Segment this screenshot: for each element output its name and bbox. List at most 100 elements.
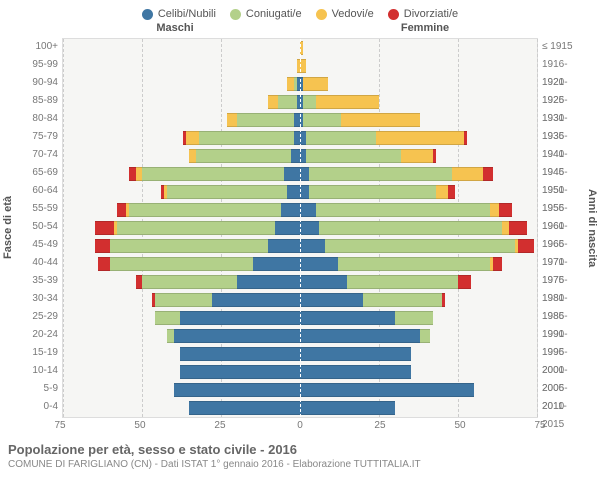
bar-segment — [300, 257, 338, 271]
year-label: 1956-1960 — [538, 200, 582, 218]
bar-segment — [303, 95, 316, 109]
footer: Popolazione per età, sesso e stato civil… — [0, 436, 600, 470]
bar-segment — [174, 329, 300, 343]
legend-item: Divorziati/e — [388, 8, 458, 20]
age-label: 80-84 — [18, 110, 62, 128]
y-axis-label-left: Fasce di età — [2, 38, 18, 418]
year-label: 1961-1965 — [538, 218, 582, 236]
x-tick: 25 — [374, 420, 385, 431]
bar-segment — [483, 167, 492, 181]
bar-segment — [117, 203, 126, 217]
bar-segment — [268, 95, 277, 109]
bar-segment — [518, 239, 534, 253]
age-label: 65-69 — [18, 164, 62, 182]
legend-label: Celibi/Nubili — [158, 8, 216, 20]
x-tick: 50 — [134, 420, 145, 431]
bar-segment — [300, 383, 474, 397]
age-label: 40-44 — [18, 254, 62, 272]
bar-segment — [341, 113, 420, 127]
year-label: 1941-1945 — [538, 146, 582, 164]
age-label: 10-14 — [18, 362, 62, 380]
bar-segment — [300, 347, 411, 361]
bar-segment — [142, 275, 237, 289]
age-label: 55-59 — [18, 200, 62, 218]
bar-segment — [180, 365, 300, 379]
bar-segment — [300, 329, 420, 343]
bar-segment — [395, 311, 433, 325]
legend: Celibi/Nubili Coniugati/e Vedovi/e Divorzia… — [0, 0, 600, 22]
year-label: 1951-1955 — [538, 182, 582, 200]
bar-segment — [268, 239, 300, 253]
age-label: 35-39 — [18, 272, 62, 290]
age-label: 60-64 — [18, 182, 62, 200]
x-tick: 75 — [534, 420, 545, 431]
bar-segment — [196, 149, 291, 163]
bar-segment — [303, 77, 328, 91]
bar-segment — [199, 131, 294, 145]
bar-segment — [237, 275, 300, 289]
bar-segment — [452, 167, 484, 181]
legend-swatch — [142, 9, 153, 20]
bar-segment — [325, 239, 515, 253]
chart-title: Popolazione per età, sesso e stato civil… — [8, 442, 592, 457]
bar-segment — [167, 185, 287, 199]
bar-segment — [237, 113, 294, 127]
bar-segment — [309, 185, 435, 199]
bar-segment — [376, 131, 464, 145]
bar-segment — [189, 401, 300, 415]
bar-segment — [129, 203, 281, 217]
bar-segment — [155, 293, 212, 307]
age-label: 85-89 — [18, 92, 62, 110]
year-label: ≤ 1915 — [538, 38, 582, 56]
year-label: 1976-1980 — [538, 272, 582, 290]
year-label: 2006-2010 — [538, 380, 582, 398]
legend-item: Coniugati/e — [230, 8, 302, 20]
header-female: Femmine — [300, 22, 550, 34]
bar-segment — [306, 149, 401, 163]
x-axis: 7550250255075 — [0, 418, 600, 436]
legend-item: Vedovi/e — [316, 8, 374, 20]
age-axis: 100+95-9990-9485-8980-8475-7970-7465-696… — [18, 38, 62, 418]
bar-segment — [275, 221, 300, 235]
bar-segment — [338, 257, 490, 271]
bar-segment — [319, 221, 502, 235]
year-label: 1936-1940 — [538, 128, 582, 146]
age-label: 90-94 — [18, 74, 62, 92]
bar-segment — [253, 257, 300, 271]
age-label: 70-74 — [18, 146, 62, 164]
bar-segment — [493, 257, 502, 271]
bar-segment — [300, 311, 395, 325]
year-label: 1991-1995 — [538, 326, 582, 344]
x-tick: 0 — [297, 420, 303, 431]
year-label: 1926-1930 — [538, 92, 582, 110]
legend-swatch — [388, 9, 399, 20]
bar-segment — [442, 293, 445, 307]
age-label: 75-79 — [18, 128, 62, 146]
bar-segment — [433, 149, 436, 163]
column-headers: Maschi Femmine — [0, 22, 600, 38]
bar-segment — [499, 203, 512, 217]
age-label: 30-34 — [18, 290, 62, 308]
x-tick: 75 — [54, 420, 65, 431]
year-label: 1946-1950 — [538, 164, 582, 182]
bar-segment — [490, 203, 499, 217]
bar-segment — [174, 383, 300, 397]
age-label: 45-49 — [18, 236, 62, 254]
legend-label: Divorziati/e — [404, 8, 458, 20]
legend-label: Coniugati/e — [246, 8, 302, 20]
bar-segment — [316, 203, 490, 217]
bar-segment — [436, 185, 449, 199]
bar-segment — [212, 293, 300, 307]
age-label: 15-19 — [18, 344, 62, 362]
bar-segment — [180, 347, 300, 361]
bar-segment — [227, 113, 236, 127]
bar-segment — [142, 167, 284, 181]
age-label: 25-29 — [18, 308, 62, 326]
age-label: 50-54 — [18, 218, 62, 236]
bar-segment — [281, 203, 300, 217]
bar-segment — [95, 239, 111, 253]
year-label: 1986-1990 — [538, 308, 582, 326]
year-label: 1966-1970 — [538, 236, 582, 254]
y-axis-label-right: Anni di nascita — [582, 38, 598, 418]
bar-segment — [448, 185, 454, 199]
